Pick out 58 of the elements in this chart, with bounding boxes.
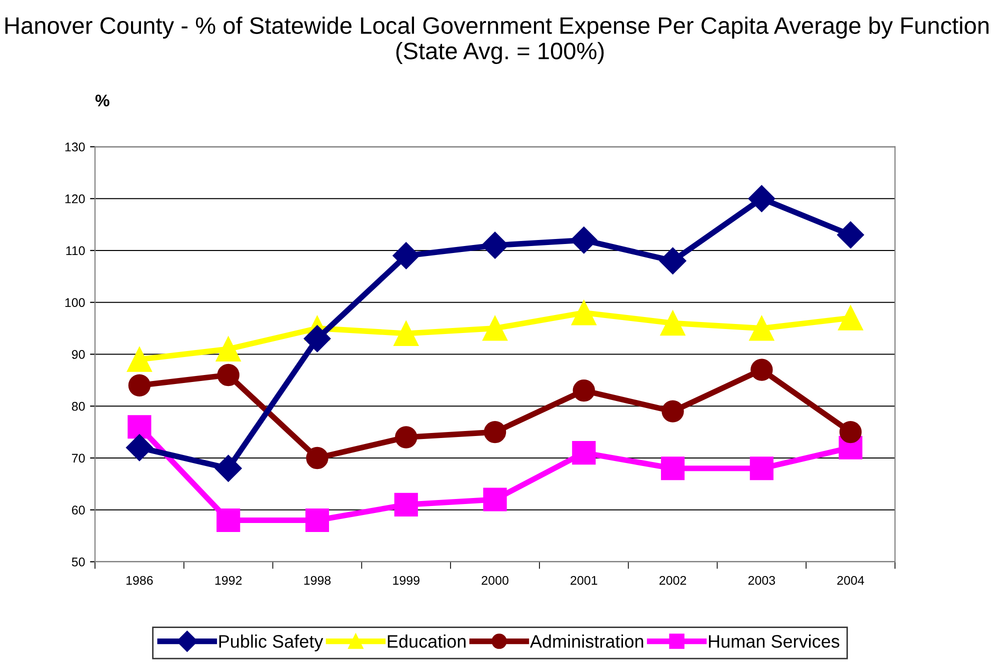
y-axis-title: %: [95, 94, 110, 106]
point: [483, 488, 507, 512]
point: [217, 364, 240, 386]
point: [305, 508, 330, 532]
point: [392, 242, 420, 270]
point: [659, 247, 686, 274]
y-tick-label: 80: [72, 402, 85, 411]
y-tick-label: 100: [65, 298, 85, 308]
y-tick-label: 110: [66, 246, 85, 256]
chart-title: Hanover County - % of Statewide Local Government Expense Per Capita Average by Function (State Avg. = 100%): [5, 16, 988, 64]
point: [128, 415, 152, 439]
point: [570, 226, 598, 254]
legend-label: Public Safety: [219, 634, 324, 652]
point: [572, 441, 596, 465]
point: [395, 426, 418, 448]
point: [126, 434, 153, 462]
x-tick-label: 2004: [837, 576, 864, 585]
x-tick-label: 1992: [215, 576, 242, 585]
point: [838, 305, 864, 330]
point: [482, 316, 508, 341]
x-tick-label: 2002: [660, 576, 686, 585]
y-tick-label: 90: [72, 350, 85, 359]
point: [128, 374, 151, 396]
y-tick-label: 120: [65, 194, 85, 204]
x-tick-label: 1998: [304, 576, 331, 585]
x-tick-label: 1986: [126, 576, 153, 585]
point: [126, 346, 152, 372]
point: [660, 456, 685, 480]
y-tick-label: 70: [72, 454, 85, 463]
y-tick-label: 130: [65, 142, 85, 152]
legend-label: Education: [388, 634, 466, 648]
x-tick-label: 2003: [748, 576, 776, 585]
x-tick-label: 1999: [393, 576, 420, 585]
point: [749, 316, 774, 341]
point: [216, 508, 240, 532]
x-tick-label: 2000: [482, 576, 508, 585]
point: [837, 221, 864, 248]
point: [482, 232, 508, 259]
point: [660, 310, 686, 336]
legend-label: Administration: [530, 634, 644, 648]
point: [484, 420, 506, 444]
y-tick-label: 60: [72, 506, 85, 515]
point: [214, 454, 242, 482]
point: [571, 300, 596, 326]
point: [394, 492, 418, 516]
point: [750, 358, 773, 381]
point: [748, 185, 776, 212]
point: [750, 456, 774, 480]
point: [572, 379, 595, 402]
y-tick-label: 50: [72, 558, 85, 566]
point: [306, 446, 328, 470]
point: [394, 320, 419, 346]
point: [216, 336, 241, 362]
point: [304, 325, 331, 352]
point: [662, 400, 684, 422]
legend-label: Human Services: [708, 634, 840, 648]
point: [839, 420, 862, 444]
x-tick-label: 2001: [570, 576, 598, 585]
